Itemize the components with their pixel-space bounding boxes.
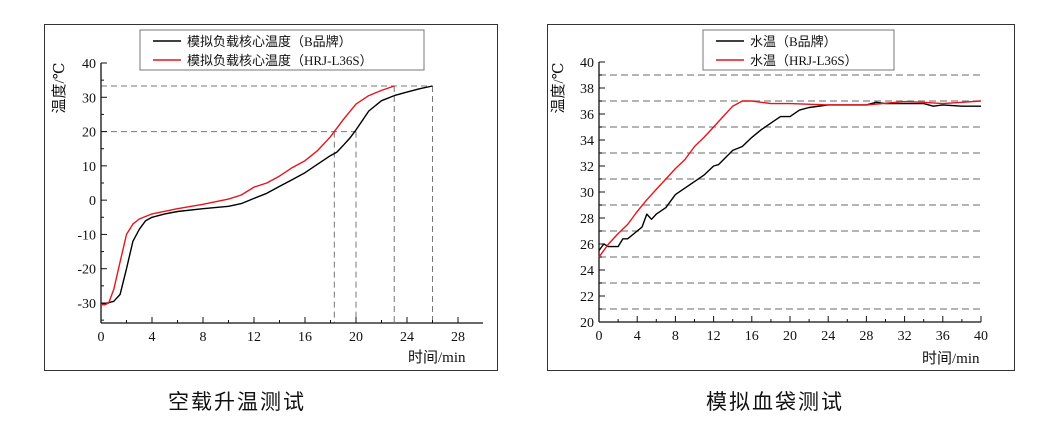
x-tick-label: 16 [745,329,759,344]
legend-box [702,29,895,71]
x-tick-label: 16 [298,330,312,345]
y-tick-label: 36 [580,108,594,123]
x-axis-label: 时间/min [408,349,466,366]
y-tick-label: -20 [77,263,96,278]
legend-label: 水温（B品牌） [750,34,837,49]
y-tick-label: 40 [580,56,594,71]
x-axis-label: 时间/min [922,350,980,367]
chart-panel-empty-load [44,24,498,371]
legend-label: 模拟负载核心温度（HRJ-L36S） [187,53,373,68]
x-tick-label: 4 [149,330,156,345]
y-axis-label: 温度/℃ [550,63,567,114]
y-tick-label: 20 [580,316,594,331]
y-tick-label: 22 [580,290,594,305]
series-line-hrj-l36s [101,85,395,306]
chart-panel-blood-bag [547,24,1015,371]
legend-label: 模拟负载核心温度（B品牌） [187,34,352,49]
y-tick-label: 40 [82,57,96,72]
y-tick-label: 30 [82,91,96,106]
y-tick-label: -30 [77,297,96,312]
y-axis-label: 温度/℃ [51,63,68,114]
caption-blood-bag-test: 模拟血袋测试 [706,390,844,414]
x-tick-label: 24 [400,330,414,345]
y-tick-label: 32 [580,160,594,175]
x-tick-label: 0 [98,330,105,345]
x-tick-label: 8 [200,330,207,345]
x-tick-label: 28 [451,330,465,345]
x-tick-label: 28 [859,329,873,344]
x-tick-label: 0 [596,329,603,344]
legend-box [139,29,425,71]
x-tick-label: 12 [707,329,721,344]
y-tick-label: -10 [77,228,96,243]
y-tick-label: 24 [580,264,594,279]
x-tick-label: 12 [247,330,261,345]
y-tick-label: 30 [580,186,594,201]
y-tick-label: 34 [580,134,594,149]
y-tick-label: 38 [580,82,594,97]
y-tick-label: 20 [82,126,96,141]
x-tick-label: 24 [821,329,835,344]
x-tick-label: 36 [936,329,950,344]
y-tick-label: 28 [580,212,594,227]
y-tick-label: 10 [82,160,96,175]
legend-label: 水温（HRJ-L36S） [750,53,858,68]
x-tick-label: 40 [974,329,988,344]
x-tick-label: 32 [898,329,912,344]
caption-empty-load-test: 空载升温测试 [168,390,306,414]
x-tick-label: 20 [783,329,797,344]
series-line-b-brand [598,101,981,251]
x-tick-label: 4 [634,329,641,344]
y-tick-label: 0 [89,194,96,209]
y-tick-label: 26 [580,238,594,253]
x-tick-label: 20 [349,330,363,345]
series-line-hrj-l36s [598,100,982,258]
x-tick-label: 8 [672,329,679,344]
series-line-b-brand [100,85,433,306]
